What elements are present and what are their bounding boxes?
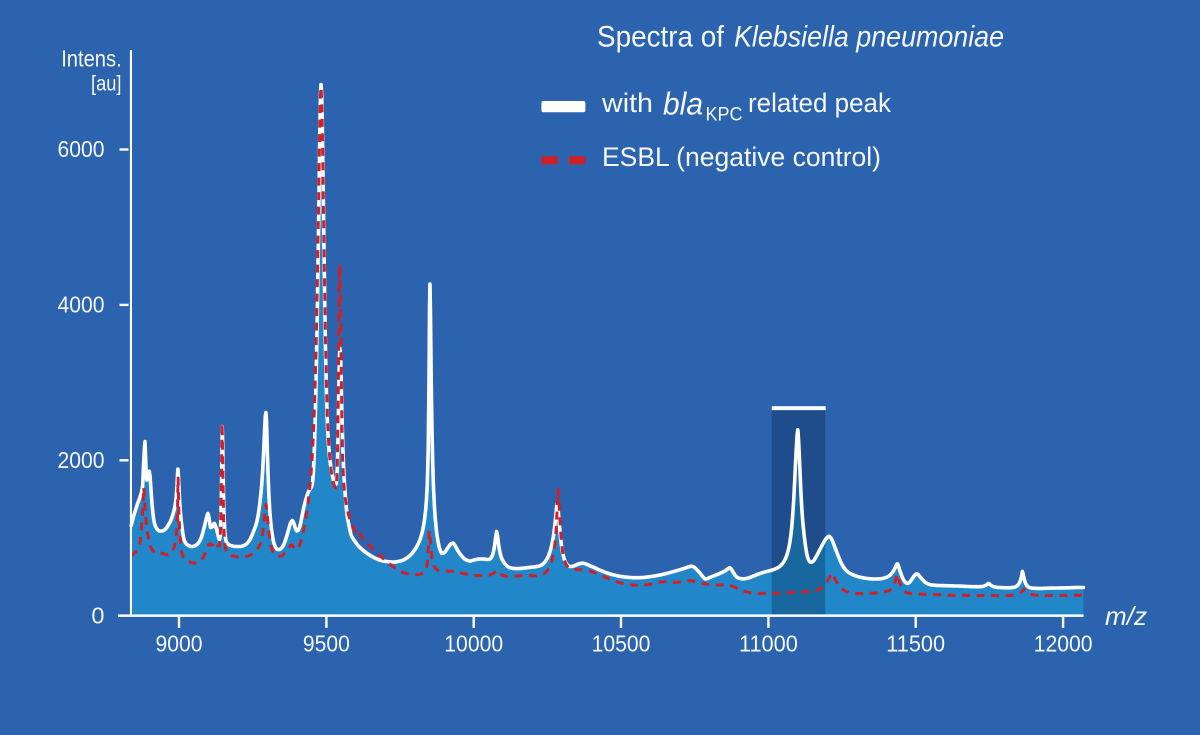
svg-text:KPC: KPC [706, 105, 743, 126]
svg-text:9000: 9000 [156, 630, 203, 656]
svg-text:m/z: m/z [1105, 601, 1147, 631]
svg-text:2000: 2000 [58, 447, 105, 473]
svg-text:11000: 11000 [739, 630, 798, 656]
svg-text:[au]: [au] [91, 73, 122, 96]
svg-text:4000: 4000 [58, 292, 105, 318]
svg-text:0: 0 [91, 602, 104, 628]
svg-text:9500: 9500 [303, 630, 350, 656]
svg-text:Intens.: Intens. [61, 46, 122, 72]
svg-text:related peak: related peak [748, 88, 891, 118]
svg-text:12000: 12000 [1034, 630, 1093, 656]
svg-text:6000: 6000 [58, 136, 105, 162]
svg-text:ESBL (negative control): ESBL (negative control) [602, 142, 881, 172]
svg-text:11500: 11500 [886, 630, 945, 656]
svg-text:with: with [601, 88, 653, 118]
svg-text:bla: bla [663, 86, 703, 122]
svg-text:10500: 10500 [592, 630, 651, 656]
svg-text:10000: 10000 [444, 630, 503, 656]
